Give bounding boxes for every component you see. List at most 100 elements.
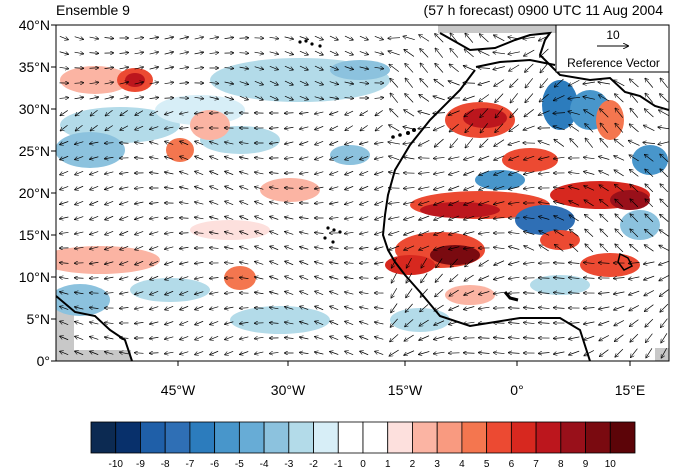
- wind-arrow: [434, 138, 444, 147]
- colorbar-tick-label: 5: [483, 459, 490, 470]
- wind-arrow: [224, 96, 233, 100]
- colorbar-tick-label: -4: [259, 459, 269, 470]
- colorbar-box: [115, 421, 141, 454]
- wind-arrow: [135, 231, 144, 234]
- wind-arrow: [345, 263, 354, 264]
- wind-arrow: [120, 230, 129, 234]
- wind-arrow: [570, 244, 579, 252]
- wind-arrow: [360, 247, 369, 249]
- wind-arrow: [90, 185, 99, 189]
- anomaly-patch: [632, 145, 668, 175]
- wind-arrow: [493, 52, 505, 54]
- masked-land-se: [655, 348, 669, 361]
- wind-arrow: [404, 215, 415, 219]
- wind-arrow: [570, 230, 579, 237]
- wind-arrow: [195, 335, 204, 339]
- wind-arrow: [150, 322, 159, 324]
- wind-arrow: [165, 172, 174, 174]
- wind-arrow: [254, 67, 264, 70]
- wind-arrow: [180, 320, 189, 324]
- wind-arrow: [120, 187, 129, 189]
- wind-arrow: [135, 142, 144, 144]
- wind-arrow: [60, 110, 68, 115]
- wind-arrow: [90, 307, 99, 308]
- wind-arrow: [389, 64, 400, 72]
- wind-arrow: [345, 336, 354, 341]
- wind-arrow: [525, 93, 534, 102]
- wind-arrow: [360, 142, 369, 145]
- wind-arrow: [449, 215, 460, 220]
- wind-arrow: [165, 187, 174, 188]
- wind-arrow: [270, 261, 279, 266]
- wind-arrow: [300, 337, 309, 339]
- wind-arrow: [510, 108, 519, 118]
- wind-arrow: [134, 52, 144, 54]
- wind-arrow: [600, 123, 609, 133]
- wind-arrow: [180, 112, 189, 114]
- wind-arrow: [269, 66, 278, 69]
- wind-arrow: [643, 142, 656, 143]
- wind-arrow: [554, 308, 565, 309]
- wind-arrow: [120, 352, 129, 354]
- wind-arrow: [374, 52, 384, 54]
- wind-arrow: [240, 201, 249, 206]
- wind-arrow: [494, 79, 505, 87]
- wind-arrow: [195, 141, 204, 146]
- wind-arrow: [510, 78, 519, 88]
- canary-islands: [391, 128, 416, 139]
- wind-arrow: [600, 214, 609, 222]
- wind-arrow: [615, 334, 624, 342]
- wind-arrow: [479, 259, 489, 266]
- wind-arrow: [60, 306, 69, 310]
- wind-arrow: [660, 303, 669, 312]
- wind-arrow: [180, 291, 189, 294]
- wind-arrow: [479, 216, 490, 220]
- wind-arrow: [164, 52, 174, 54]
- wind-arrow: [329, 50, 338, 55]
- wind-arrow: [554, 278, 565, 279]
- wind-arrow: [210, 186, 219, 191]
- wind-arrow: [330, 248, 339, 249]
- wind-arrow: [420, 79, 429, 88]
- wind-arrow: [584, 308, 595, 309]
- wind-arrow: [524, 338, 535, 339]
- wind-arrow: [314, 50, 323, 55]
- wind-arrow: [180, 202, 189, 203]
- colorbar-tick-label: 2: [409, 459, 416, 470]
- wind-arrow: [240, 247, 249, 250]
- wind-arrow: [584, 262, 595, 263]
- wind-arrow: [659, 275, 669, 280]
- wind-arrow: [569, 125, 580, 132]
- wind-arrow: [165, 141, 174, 145]
- ensemble-label: Ensemble 9: [56, 2, 130, 18]
- wind-arrow: [209, 52, 219, 53]
- wind-arrow: [210, 248, 219, 249]
- wind-arrow: [75, 232, 84, 234]
- wind-arrow: [389, 230, 400, 234]
- wind-arrow: [194, 97, 204, 98]
- wind-arrow: [314, 80, 323, 84]
- wind-arrow: [344, 82, 354, 84]
- wind-arrow: [90, 351, 99, 355]
- wind-arrow: [284, 51, 293, 54]
- wind-arrow: [60, 170, 69, 174]
- wind-arrow: [660, 184, 669, 193]
- wind-arrow: [614, 292, 625, 294]
- wind-arrow: [464, 170, 475, 175]
- wind-arrow: [539, 353, 550, 354]
- wind-arrow: [345, 125, 354, 131]
- wind-arrow: [300, 232, 309, 234]
- wind-arrow: [568, 111, 580, 115]
- wind-arrow: [150, 157, 159, 159]
- wind-arrow: [554, 230, 564, 237]
- wind-arrow: [180, 262, 189, 264]
- wind-arrow: [584, 171, 595, 175]
- wind-arrow: [195, 306, 204, 309]
- wind-arrow: [583, 82, 595, 84]
- wind-vectors: [60, 33, 669, 357]
- wind-arrow: [164, 67, 174, 69]
- wind-arrow: [421, 258, 428, 267]
- wind-arrow: [418, 111, 430, 115]
- wind-arrow: [240, 142, 249, 143]
- wind-arrow: [375, 278, 384, 279]
